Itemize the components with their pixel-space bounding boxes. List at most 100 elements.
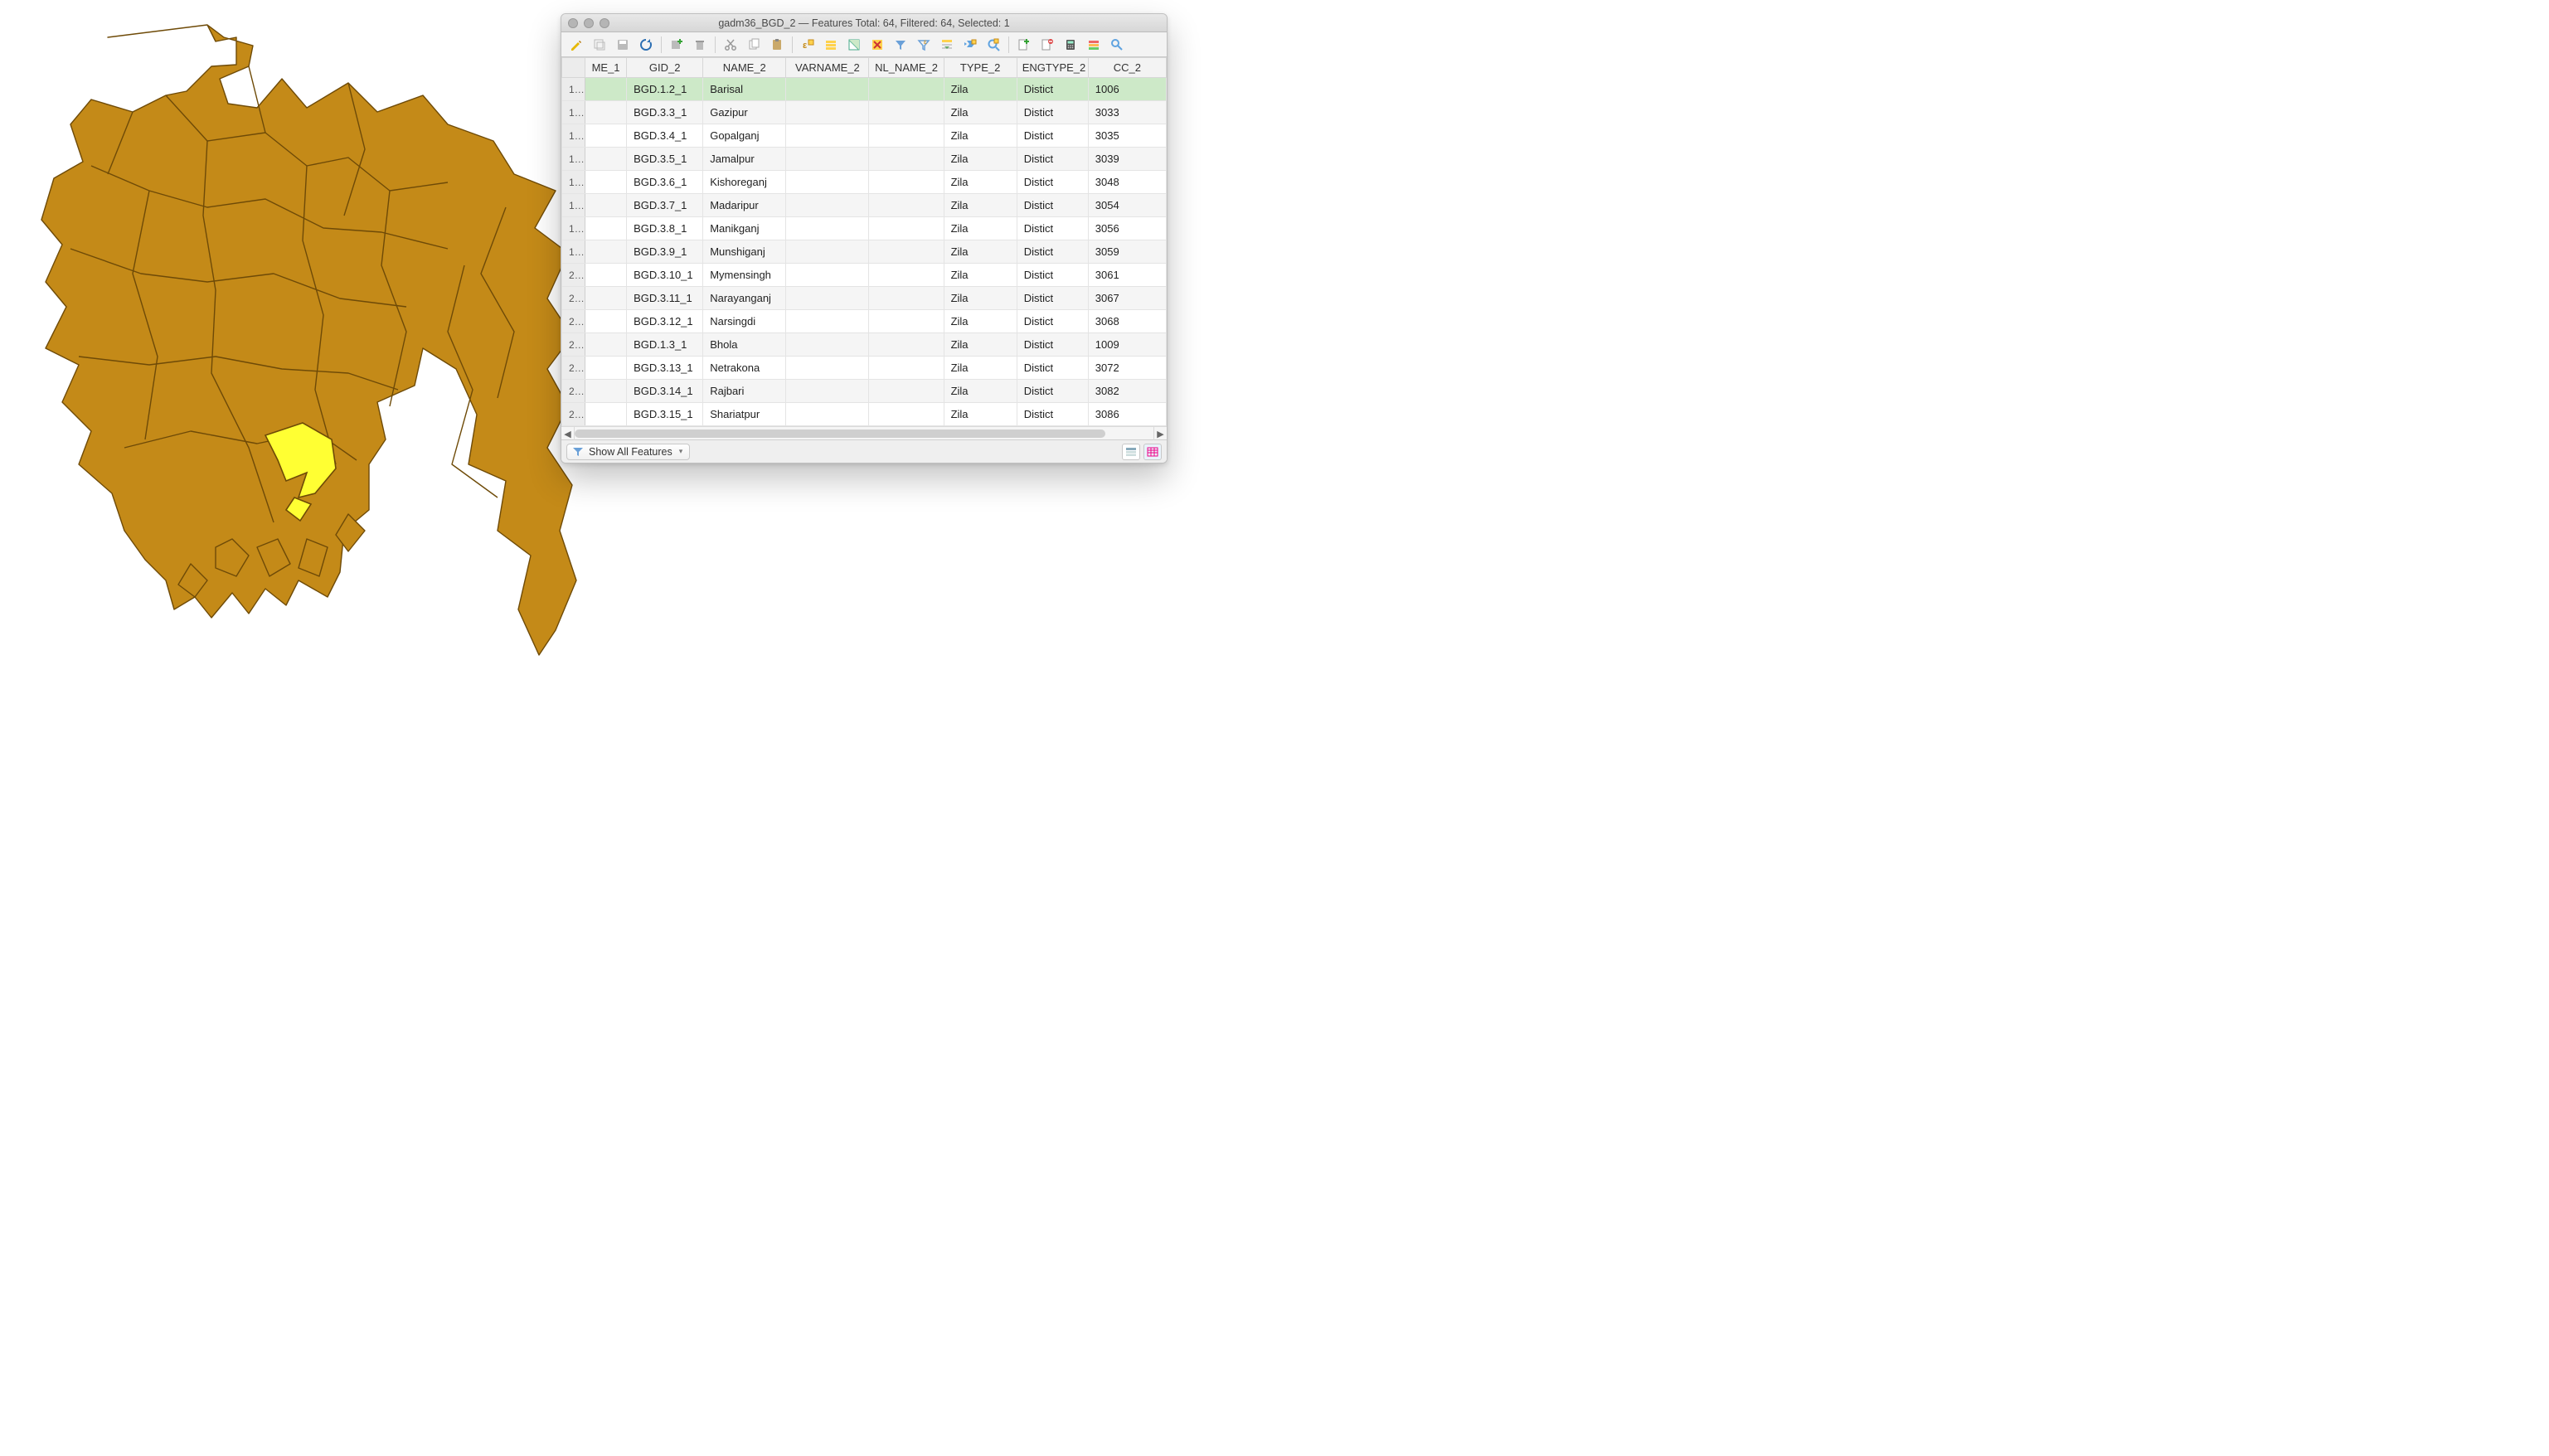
cell-gid2[interactable]: BGD.3.3_1 — [627, 101, 703, 124]
cell-type2[interactable]: Zila — [944, 310, 1017, 333]
row-number[interactable]: 12 — [562, 78, 585, 101]
minimize-icon[interactable] — [584, 18, 594, 28]
cell-gid2[interactable]: BGD.3.6_1 — [627, 171, 703, 194]
cell-cc2[interactable]: 3072 — [1088, 357, 1166, 380]
cell-name2[interactable]: Gopalganj — [703, 124, 786, 148]
cell-type2[interactable]: Zila — [944, 78, 1017, 101]
table-row[interactable]: 17BGD.3.7_1MadaripurZilaDistict3054 — [562, 194, 1167, 217]
table-row[interactable]: 20BGD.3.10_1MymensinghZilaDistict3061 — [562, 264, 1167, 287]
scroll-thumb[interactable] — [575, 430, 1105, 438]
new-field-icon[interactable] — [1014, 35, 1034, 55]
cell-nl2[interactable] — [869, 264, 944, 287]
cell-var2[interactable] — [786, 403, 869, 426]
cell-name2[interactable]: Madaripur — [703, 194, 786, 217]
cell-name2[interactable]: Narayanganj — [703, 287, 786, 310]
column-header-gid_2[interactable]: GID_2 — [627, 58, 703, 78]
copy-icon[interactable] — [744, 35, 764, 55]
cell-type2[interactable]: Zila — [944, 240, 1017, 264]
scroll-right-icon[interactable]: ▶ — [1153, 427, 1167, 440]
cell-eng2[interactable]: Distict — [1017, 287, 1088, 310]
cell-me1[interactable] — [585, 357, 627, 380]
row-number[interactable]: 24 — [562, 357, 585, 380]
cell-type2[interactable]: Zila — [944, 333, 1017, 357]
cell-var2[interactable] — [786, 148, 869, 171]
cell-type2[interactable]: Zila — [944, 357, 1017, 380]
table-row[interactable]: 23BGD.1.3_1BholaZilaDistict1009 — [562, 333, 1167, 357]
table-row[interactable]: 13BGD.3.3_1GazipurZilaDistict3033 — [562, 101, 1167, 124]
column-header-engtype_2[interactable]: ENGTYPE_2 — [1017, 58, 1088, 78]
row-number[interactable]: 15 — [562, 148, 585, 171]
column-header-me_1[interactable]: ME_1 — [585, 58, 627, 78]
cell-cc2[interactable]: 3033 — [1088, 101, 1166, 124]
cell-var2[interactable] — [786, 194, 869, 217]
cell-name2[interactable]: Rajbari — [703, 380, 786, 403]
cell-cc2[interactable]: 3059 — [1088, 240, 1166, 264]
pan-to-icon[interactable] — [960, 35, 980, 55]
cell-nl2[interactable] — [869, 380, 944, 403]
paste-icon[interactable] — [767, 35, 787, 55]
cell-eng2[interactable]: Distict — [1017, 403, 1088, 426]
cell-type2[interactable]: Zila — [944, 171, 1017, 194]
actions-icon[interactable] — [1107, 35, 1127, 55]
cell-eng2[interactable]: Distict — [1017, 78, 1088, 101]
cell-name2[interactable]: Munshiganj — [703, 240, 786, 264]
table-row[interactable]: 24BGD.3.13_1NetrakonaZilaDistict3072 — [562, 357, 1167, 380]
cell-eng2[interactable]: Distict — [1017, 310, 1088, 333]
cell-var2[interactable] — [786, 357, 869, 380]
cell-gid2[interactable]: BGD.3.13_1 — [627, 357, 703, 380]
cell-eng2[interactable]: Distict — [1017, 240, 1088, 264]
cell-var2[interactable] — [786, 217, 869, 240]
cell-eng2[interactable]: Distict — [1017, 380, 1088, 403]
column-header-varname_2[interactable]: VARNAME_2 — [786, 58, 869, 78]
column-header-name_2[interactable]: NAME_2 — [703, 58, 786, 78]
cell-cc2[interactable]: 3035 — [1088, 124, 1166, 148]
cell-var2[interactable] — [786, 287, 869, 310]
cell-me1[interactable] — [585, 333, 627, 357]
filter-select-icon[interactable] — [891, 35, 910, 55]
cell-eng2[interactable]: Distict — [1017, 101, 1088, 124]
cell-gid2[interactable]: BGD.1.2_1 — [627, 78, 703, 101]
row-number[interactable]: 16 — [562, 171, 585, 194]
table-row[interactable]: 22BGD.3.12_1NarsingdiZilaDistict3068 — [562, 310, 1167, 333]
cell-name2[interactable]: Mymensingh — [703, 264, 786, 287]
cell-type2[interactable]: Zila — [944, 148, 1017, 171]
cell-cc2[interactable]: 3054 — [1088, 194, 1166, 217]
column-header-cc_2[interactable]: CC_2 — [1088, 58, 1166, 78]
row-number[interactable]: 21 — [562, 287, 585, 310]
cell-var2[interactable] — [786, 171, 869, 194]
cell-nl2[interactable] — [869, 78, 944, 101]
cell-me1[interactable] — [585, 217, 627, 240]
cell-gid2[interactable]: BGD.3.11_1 — [627, 287, 703, 310]
cell-var2[interactable] — [786, 124, 869, 148]
table-row[interactable]: 16BGD.3.6_1KishoreganjZilaDistict3048 — [562, 171, 1167, 194]
cell-cc2[interactable]: 3067 — [1088, 287, 1166, 310]
cell-eng2[interactable]: Distict — [1017, 194, 1088, 217]
cell-gid2[interactable]: BGD.3.8_1 — [627, 217, 703, 240]
close-icon[interactable] — [568, 18, 578, 28]
map-canvas[interactable] — [0, 0, 580, 728]
row-number[interactable]: 22 — [562, 310, 585, 333]
table-row[interactable]: 15BGD.3.5_1JamalpurZilaDistict3039 — [562, 148, 1167, 171]
cell-eng2[interactable]: Distict — [1017, 171, 1088, 194]
cell-type2[interactable]: Zila — [944, 124, 1017, 148]
delete-field-icon[interactable] — [1037, 35, 1057, 55]
cell-cc2[interactable]: 3086 — [1088, 403, 1166, 426]
cell-nl2[interactable] — [869, 124, 944, 148]
cell-cc2[interactable]: 3056 — [1088, 217, 1166, 240]
row-number[interactable]: 18 — [562, 217, 585, 240]
cell-nl2[interactable] — [869, 101, 944, 124]
cut-icon[interactable] — [721, 35, 740, 55]
cell-gid2[interactable]: BGD.3.5_1 — [627, 148, 703, 171]
table-row[interactable]: 18BGD.3.8_1ManikganjZilaDistict3056 — [562, 217, 1167, 240]
cell-var2[interactable] — [786, 310, 869, 333]
cell-cc2[interactable]: 1009 — [1088, 333, 1166, 357]
cell-eng2[interactable]: Distict — [1017, 357, 1088, 380]
cell-nl2[interactable] — [869, 333, 944, 357]
cell-type2[interactable]: Zila — [944, 380, 1017, 403]
cell-type2[interactable]: Zila — [944, 217, 1017, 240]
field-calc-icon[interactable] — [1061, 35, 1080, 55]
cell-cc2[interactable]: 1006 — [1088, 78, 1166, 101]
table-row[interactable]: 14BGD.3.4_1GopalganjZilaDistict3035 — [562, 124, 1167, 148]
cell-var2[interactable] — [786, 240, 869, 264]
cell-gid2[interactable]: BGD.3.10_1 — [627, 264, 703, 287]
